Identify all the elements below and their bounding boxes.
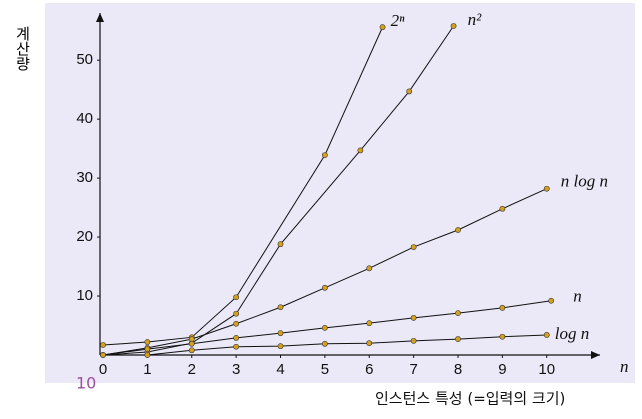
data-point — [410, 244, 417, 250]
series-label: 2ⁿ — [391, 11, 406, 30]
data-point — [548, 297, 555, 304]
x-axis-label: n — [620, 357, 629, 376]
data-point — [277, 330, 284, 337]
data-point — [455, 310, 461, 317]
data-point — [366, 340, 373, 347]
data-point — [233, 310, 240, 317]
y-tick-label: 50 — [76, 51, 93, 68]
x-tick-label: 8 — [454, 361, 462, 378]
x-tick-label: 1 — [143, 361, 151, 378]
data-point — [233, 334, 240, 341]
data-point — [410, 337, 417, 344]
y-axis-label: 계산량 — [14, 26, 32, 71]
series-line — [102, 25, 454, 356]
data-point — [450, 23, 457, 29]
data-point — [100, 342, 106, 348]
data-point — [144, 352, 151, 358]
x-tick-label: 10 — [538, 361, 555, 378]
data-point — [499, 333, 506, 340]
data-point — [499, 205, 506, 212]
x-tick-label: 4 — [276, 361, 284, 378]
data-point — [543, 332, 550, 338]
series-label: log n — [555, 324, 589, 343]
series-label: n² — [468, 10, 483, 29]
data-point — [499, 304, 506, 311]
data-point — [455, 336, 461, 342]
data-point — [277, 304, 284, 311]
series-line — [102, 26, 384, 346]
x-tick-label: 5 — [321, 361, 329, 378]
data-point — [406, 88, 413, 95]
data-point — [188, 340, 195, 347]
x-tick-label: 7 — [409, 361, 417, 378]
data-point — [277, 343, 284, 350]
x-tick-label: 6 — [365, 361, 373, 378]
x-tick-label: 9 — [498, 361, 506, 378]
y-tick-label: 40 — [76, 110, 93, 127]
data-point — [366, 320, 373, 327]
data-point — [321, 284, 328, 291]
series-line — [147, 334, 547, 356]
data-point — [233, 343, 240, 350]
data-point — [543, 185, 550, 192]
y-tick-label: 10 — [76, 287, 93, 304]
series-label: n log n — [561, 172, 608, 191]
x-tick-label: 2 — [188, 361, 196, 378]
y-axis-arrow — [96, 13, 104, 22]
data-point — [410, 314, 417, 321]
x-axis-arrow — [591, 351, 600, 359]
y-tick-label: 30 — [76, 169, 93, 186]
data-point — [321, 324, 328, 331]
data-point — [100, 352, 106, 358]
data-point — [144, 339, 151, 345]
data-point — [366, 265, 373, 272]
data-point — [321, 152, 328, 159]
data-point — [233, 320, 240, 327]
y-tick-label: 20 — [76, 228, 93, 245]
x-tick-label: 3 — [232, 361, 240, 378]
data-point — [321, 340, 328, 347]
data-point — [188, 347, 195, 354]
data-point — [144, 346, 151, 353]
data-point — [233, 294, 240, 301]
data-point — [277, 241, 284, 248]
series-label: n — [573, 287, 582, 306]
x-tick-label: 0 — [99, 361, 107, 378]
page-number: 10 — [76, 374, 96, 393]
data-point — [357, 147, 364, 154]
data-point — [455, 227, 461, 233]
x-caption: 인스턴스 특성 (=입력의 크기) — [375, 390, 565, 408]
data-point — [379, 24, 386, 31]
